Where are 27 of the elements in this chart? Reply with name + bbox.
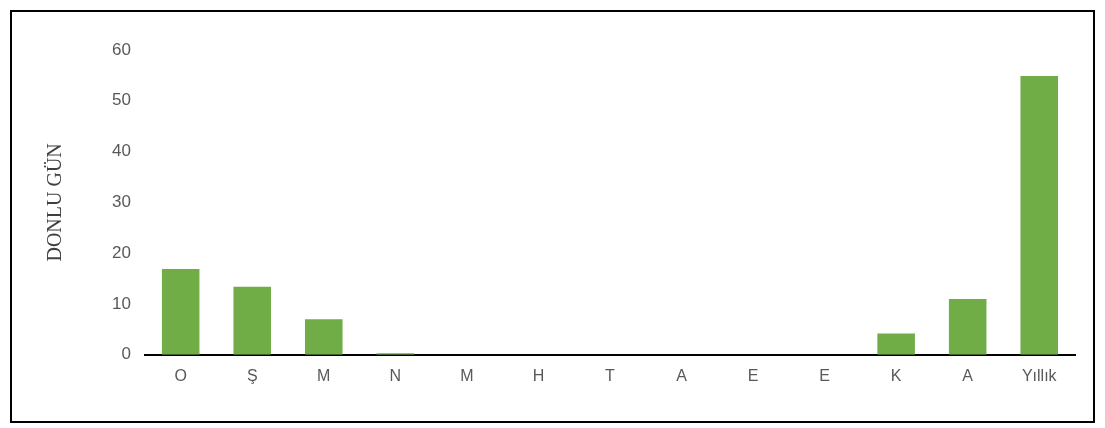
- y-tick-label: 40: [111, 141, 131, 161]
- x-tick-label: H: [532, 366, 545, 384]
- x-tick-label: A: [962, 366, 974, 384]
- bar: [1020, 75, 1059, 355]
- y-tick-label: 50: [111, 90, 131, 110]
- x-tick-label: Yıllık: [1021, 366, 1058, 384]
- bar: [304, 319, 343, 355]
- x-tick-label: K: [890, 366, 902, 384]
- bar: [877, 333, 915, 355]
- x-tick-label: E: [747, 366, 759, 384]
- y-tick-label: 0: [121, 344, 131, 364]
- x-tick-label: A: [676, 366, 688, 384]
- y-tick-label: 60: [111, 39, 131, 59]
- y-tick-label: 30: [111, 192, 131, 212]
- x-tick-label: Ş: [246, 366, 258, 384]
- x-tick-label: M: [460, 366, 474, 384]
- y-tick-label: 20: [111, 242, 131, 262]
- y-axis-title: DONLU GÜN: [43, 143, 66, 262]
- y-tick-label: 10: [111, 293, 131, 313]
- bar: [948, 298, 987, 355]
- bar: [161, 268, 200, 355]
- x-tick-label: E: [819, 366, 830, 384]
- x-tick-label: O: [174, 366, 187, 384]
- x-tick-label: M: [317, 366, 331, 384]
- x-tick-label: T: [605, 366, 616, 384]
- bar: [233, 286, 272, 355]
- x-tick-label: N: [389, 366, 402, 384]
